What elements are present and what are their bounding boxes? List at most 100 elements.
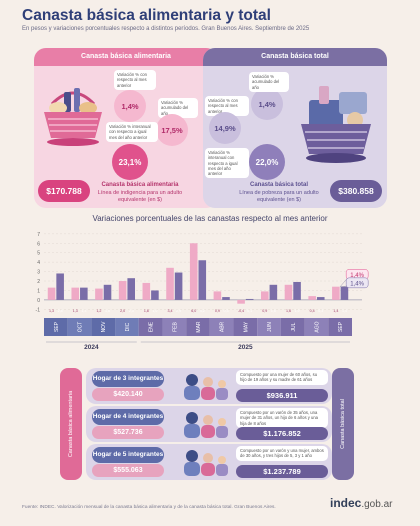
cbt-yoy-var-circle: 14,9% [209, 112, 241, 144]
household-row: Hogar de 3 integrantes $420.140 Compuesto … [86, 368, 332, 404]
household-composition: Compuesto por un varón y una mujer, ambo… [236, 446, 328, 461]
bar-value-label: 0,4 [310, 309, 315, 313]
bar-value-label: 6,0 [191, 309, 196, 313]
category-label: OCT [78, 322, 84, 333]
y-tick-label: 3 [37, 270, 40, 276]
year-label: 2024 [84, 344, 99, 351]
category-label: NOV [101, 321, 107, 333]
bar-value-label: 1,2 [96, 309, 101, 313]
cba-yoy-var-label: Variación % acumulado del año [161, 100, 189, 116]
bar-cbt [174, 272, 183, 300]
bar-cba [166, 267, 174, 300]
household-cbt-value: $936.911 [236, 389, 328, 402]
bar-cba [47, 287, 56, 300]
cba-interannual-var-circle: 23,1% [112, 144, 148, 180]
cba-monthly-var-label: Variación % con respecto al mes anterior [117, 72, 147, 88]
cbt-panel-heading: Canasta básica total [203, 48, 387, 66]
bar-cbt [245, 298, 254, 300]
logo-main: indec [330, 496, 362, 510]
category-cell [186, 318, 210, 336]
bar-value-label: 1,0 [152, 309, 157, 313]
household-cba-value: $420.140 [92, 388, 164, 401]
side-tab-cba-label: Canasta básica alimentaria [68, 390, 74, 458]
household-composition: Compuesto por una mujer de 60 años, su h… [236, 370, 328, 385]
bar-cba [308, 296, 316, 300]
bar-cba [260, 291, 269, 300]
callout-label: 1,4% [350, 281, 364, 287]
bar-value-label: 1,4 [333, 309, 338, 313]
cbt-interannual-var-box: Variación % interanual con respecto a ig… [205, 148, 249, 179]
cbt-line-label: Canasta básica total Línea de pobreza pa… [230, 182, 328, 204]
family-icon [184, 374, 228, 400]
bar-cbt [340, 286, 349, 300]
bar-cba [284, 284, 293, 300]
y-tick-label: 5 [37, 251, 40, 257]
bar-cba [118, 281, 127, 300]
side-tab-cba: Canasta básica alimentaria [60, 368, 82, 480]
category-cell [304, 318, 329, 336]
year-label: 2025 [238, 344, 253, 351]
bar-value-label: 1,8 [144, 309, 149, 313]
bar-value-label: 2,8 [58, 309, 63, 313]
category-cell [233, 318, 258, 336]
cba-line-title: Canasta básica alimentaria [101, 182, 179, 188]
cbt-line-subtitle: Línea de pobreza para un adulto equivale… [239, 189, 319, 203]
cbt-yoy-var-box: Variación % acumulado del año [249, 72, 289, 92]
household-label: Hogar de 5 integrantes [92, 447, 164, 463]
cba-yoy-var-box: Variación % acumulado del año [158, 98, 198, 118]
category-label: SEP [54, 321, 60, 332]
cba-monthly-var-box: Variación % con respecto al mes anterior [114, 70, 156, 90]
category-label: FEB [172, 321, 178, 331]
bar-cbt [316, 297, 325, 300]
cba-monthly-var-circle: 1,4% [114, 90, 146, 122]
bar-value-label: 2,9 [176, 309, 181, 313]
cba-panel-heading: Canasta básica alimentaria [34, 48, 218, 66]
category-label: JUL [291, 322, 297, 331]
bar-cbt [198, 260, 207, 300]
y-tick-label: 4 [37, 260, 40, 266]
household-cba-value: $527.736 [92, 426, 164, 439]
y-tick-label: 6 [37, 241, 40, 247]
category-label: AGO [314, 321, 320, 332]
category-cell [44, 318, 68, 336]
bar-cbt [103, 284, 112, 300]
bar-value-label: 1,3 [81, 309, 86, 313]
bar-value-label: 0,3 [223, 309, 228, 313]
bar-value-label: 0,9 [262, 309, 267, 313]
bar-cbt [56, 273, 64, 300]
bar-cba [237, 299, 245, 304]
category-cell [67, 318, 92, 336]
category-label: DIC [125, 322, 131, 331]
household-label: Hogar de 3 integrantes [92, 371, 164, 387]
bar-value-label: 1,9 [295, 309, 300, 313]
cbt-interannual-var-circle: 22,0% [249, 144, 285, 180]
category-cell [115, 318, 139, 336]
bar-value-label: 3,4 [168, 309, 173, 313]
source-note: Fuente: INDEC. Valorización mensual de l… [22, 505, 276, 510]
bar-cbt [151, 290, 159, 300]
side-tab-cbt: Canasta básica total [332, 368, 354, 480]
bar-value-label: 1,3 [49, 309, 54, 313]
bar-value-label: 2,3 [129, 309, 134, 313]
household-row: Hogar de 4 integrantes $527.736 Compuesto … [86, 406, 332, 442]
cbt-panel: Canasta básica total Variación % con res… [203, 48, 387, 208]
side-tab-cbt-label: Canasta básica total [340, 399, 346, 449]
callout-box [345, 277, 369, 289]
household-cbt-value: $1.176.852 [236, 427, 328, 440]
household-cba-value: $555.063 [92, 464, 164, 477]
bar-value-label: 1,4 [342, 309, 347, 313]
y-tick-label: -1 [36, 307, 41, 313]
bar-value-label: 0,1 [247, 309, 252, 313]
bar-cbt [269, 284, 278, 300]
basket-icon [44, 88, 102, 146]
household-row: Hogar de 5 integrantes $555.063 Compuesto … [86, 444, 332, 480]
y-tick-label: 7 [37, 232, 40, 238]
category-cell [280, 318, 305, 336]
bar-cbt [293, 281, 301, 300]
bar-cba [142, 282, 151, 300]
bar-value-label: -0,4 [238, 309, 244, 313]
bar-value-label: 1,6 [105, 309, 110, 313]
cba-interannual-var-box: Variación % interanual con respecto a ig… [106, 122, 158, 142]
category-label: MAR [196, 321, 202, 333]
